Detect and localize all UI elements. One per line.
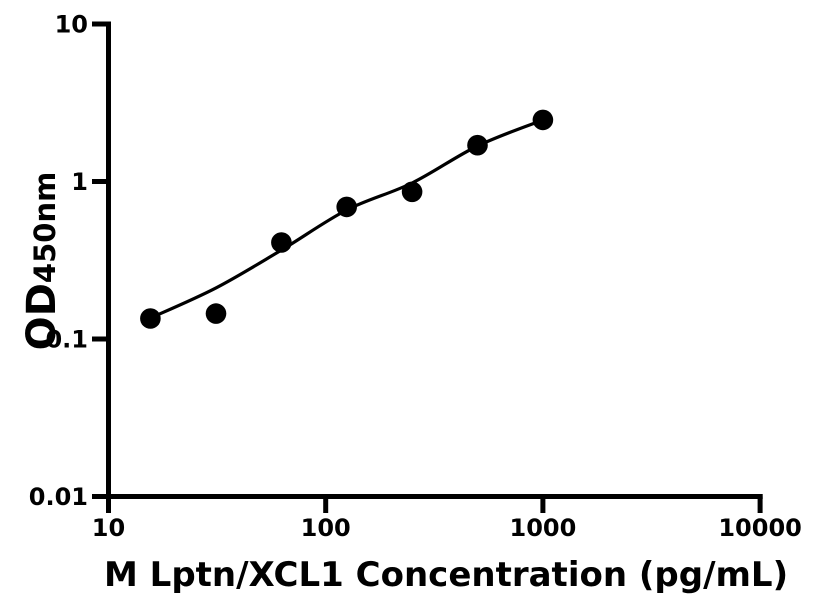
data-point: [336, 196, 358, 218]
data-point: [140, 308, 161, 329]
x-tick-label: 10: [92, 514, 125, 542]
y-axis-title-main: OD: [19, 283, 65, 351]
x-tick-label: 1000: [510, 514, 577, 542]
y-tick-label: 10: [55, 11, 88, 39]
y-tick-label: 0.01: [29, 483, 88, 511]
data-point: [401, 181, 423, 203]
x-tick-label: 10000: [718, 514, 802, 542]
x-tick-label: 100: [301, 514, 351, 542]
y-axis-title: OD450nm: [19, 171, 65, 351]
data-point: [205, 303, 227, 324]
x-axis-title: M Lptn/XCL1 Concentration (pg/mL): [104, 555, 789, 595]
y-axis-title-subscript: 450nm: [28, 171, 62, 284]
data-point: [271, 232, 292, 253]
y-tick-label: 1: [71, 168, 88, 196]
y-tick-label: 0.1: [45, 326, 88, 354]
data-point: [532, 109, 554, 131]
data-point: [467, 134, 488, 156]
